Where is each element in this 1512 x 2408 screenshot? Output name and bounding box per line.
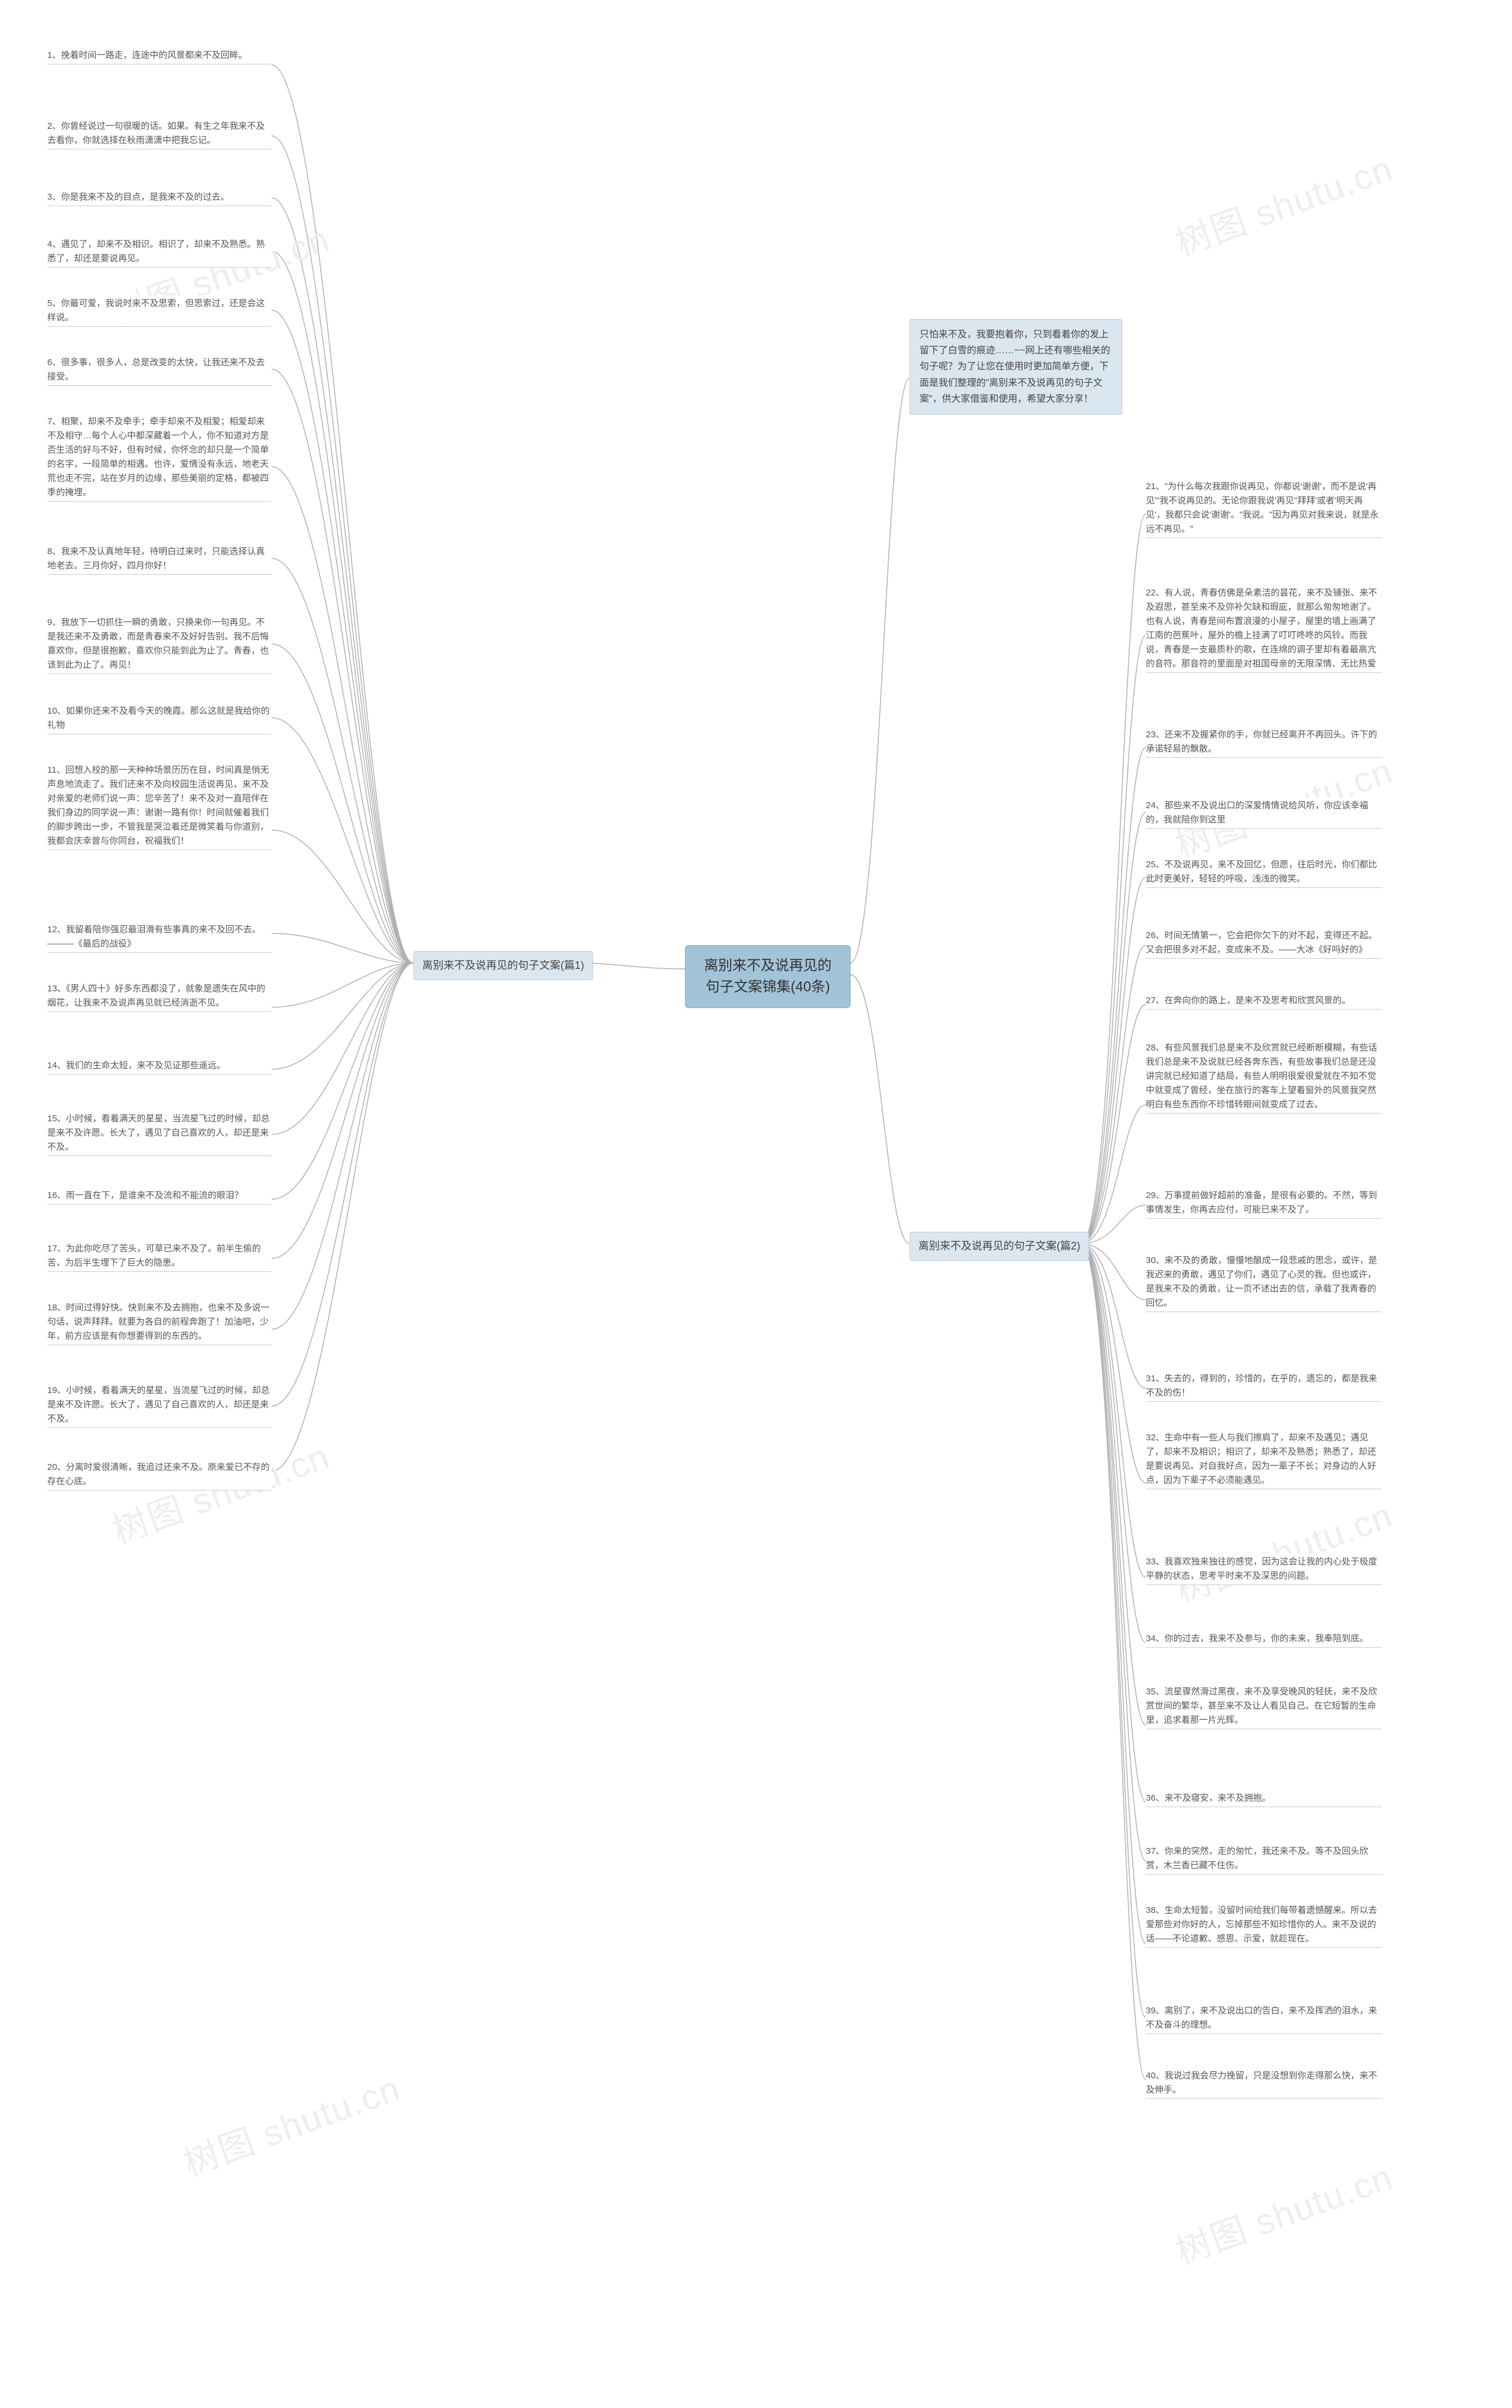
leaf-item: 26、时间无情第一，它会把你欠下的对不起，变得还不起。又会把很多对不起，变成来不…: [1146, 928, 1382, 959]
leaf-item: 4、遇见了，却来不及相识。相识了，却来不及熟悉。熟悉了，却还是要说再见。: [47, 236, 272, 268]
leaf-item: 18、时间过得好快。快到来不及去拥抱，也来不及多说一句话，说声拜拜。就要为各自的…: [47, 1300, 272, 1345]
leaf-item: 34、你的过去，我来不及参与，你的未来，我奉陪到底。: [1146, 1631, 1382, 1648]
leaf-item: 19、小时候，看着满天的星星，当流星飞过的时候，却总是来不及许愿。长大了，遇见了…: [47, 1382, 272, 1428]
leaf-item: 13、《男人四十》好多东西都没了，就象是遗失在风中的烟花，让我来不及说声再见就已…: [47, 981, 272, 1012]
leaf-item: 29、万事提前做好超前的准备，是很有必要的。不然，等到事情发生，你再去应付，可能…: [1146, 1187, 1382, 1219]
branch2-title: 离别来不及说再见的句子文案(篇2): [918, 1240, 1080, 1252]
leaf-item: 25、不及说再见，来不及回忆，但愿，往后时光，你们都比此时更美好，轻轻的呼吸，浅…: [1146, 857, 1382, 888]
watermark: 树图 shutu.cn: [1168, 1487, 1399, 1613]
leaf-item: 14、我们的生命太短，来不及见证那些遥远。: [47, 1057, 272, 1075]
leaf-item: 24、那些来不及说出口的深爱情情说给风听，你应该幸福的，我就陪你到这里: [1146, 798, 1382, 829]
leaf-item: 35、流星骤然滑过黑夜，来不及享受晚风的轻抚，来不及欣赏世间的繁华，甚至来不及让…: [1146, 1684, 1382, 1729]
leaf-item: 33、我喜欢独来独往的感觉，因为这会让我的内心处于极度平静的状态，思考平时来不及…: [1146, 1554, 1382, 1585]
leaf-item: 38、生命太短暂，没留时间给我们每带着遗憾醒来。所以去爱那些对你好的人，忘掉那些…: [1146, 1902, 1382, 1948]
leaf-item: 15、小时候，看着满天的星星，当流星飞过的时候，却总是来不及许愿。长大了，遇见了…: [47, 1111, 272, 1156]
leaf-item: 10、如果你还来不及看今天的晚霞。那么这就是我给你的礼物: [47, 703, 272, 734]
intro-text: 只怕来不及，我要抱着你，只到看着你的发上留下了白雪的痕迹……~~网上还有哪些相关…: [920, 330, 1110, 404]
watermark: 树图 shutu.cn: [1168, 2149, 1399, 2275]
leaf-item: 6、很多事，很多人，总是改变的太快，让我还来不及去接受。: [47, 354, 272, 386]
leaf-item: 2、你曾经说过一句很暖的话。如果。有生之年我来不及去看你，你就选择在秋雨潇潇中把…: [47, 118, 272, 149]
leaf-item: 40、我说过我会尽力挽留，只是没想到你走得那么快，来不及伸手。: [1146, 2068, 1382, 2099]
leaf-item: 1、挽着时间一路走，连途中的风景都来不及回眸。: [47, 47, 272, 64]
leaf-item: 32、生命中有一些人与我们擦肩了，却来不及遇见；遇见了，却来不及相识；相识了，却…: [1146, 1430, 1382, 1489]
leaf-item: 21、"为什么每次我跟你说再见，你都说'谢谢'，而不是说'再见'"我不说再见的。…: [1146, 479, 1382, 538]
watermark: 树图 shutu.cn: [175, 2060, 407, 2186]
leaf-item: 28、有些风景我们总是来不及欣赏就已经断断模糊，有些话我们总是来不及说就已经各奔…: [1146, 1040, 1382, 1114]
leaf-item: 36、来不及寝安，来不及拥抱。: [1146, 1790, 1382, 1807]
leaf-item: 5、你最可爱，我说时来不及思索，但思索过，还是会这样说。: [47, 295, 272, 327]
branch1-title: 离别来不及说再见的句子文案(篇1): [422, 959, 584, 971]
root-title: 离别来不及说再见的句子文案锦集(40条): [704, 958, 832, 995]
leaf-item: 30、来不及的勇敢，慢慢地酿成一段悲戚的思念，或许，是我迟来的勇敢，遇见了你们，…: [1146, 1252, 1382, 1312]
leaf-item: 3、你是我来不及的目点，是我来不及的过去。: [47, 189, 272, 206]
leaf-item: 31、失去的，得到的，珍惜的，在乎的，遗忘的，都是我来不及的伤！: [1146, 1371, 1382, 1402]
leaf-item: 37、你来的突然，走的匆忙，我还来不及。等不及回头欣赏，木兰香已藏不住伤。: [1146, 1843, 1382, 1875]
leaf-item: 23、还来不及握紧你的手，你就已经离开不再回头。许下的承诺轻易的飘散。: [1146, 727, 1382, 758]
watermark: 树图 shutu.cn: [1168, 140, 1399, 266]
leaf-item: 7、相聚，却来不及牵手；牵手却来不及相爱；相爱却来不及相守…每个人心中都深藏着一…: [47, 414, 272, 502]
leaf-item: 39、离别了，来不及说出口的告白，来不及挥洒的泪水，来不及奋斗的理想。: [1146, 2003, 1382, 2034]
branch1-node: 离别来不及说再见的句子文案(篇1): [413, 951, 593, 980]
leaf-item: 16、雨一直在下，是谁来不及流和不能流的眼泪？: [47, 1187, 272, 1205]
leaf-item: 9、我放下一切抓住一瞬的勇敢，只换来你一句再见。不是我还来不及勇敢，而是青春来不…: [47, 614, 272, 674]
leaf-item: 17、为此你吃尽了苦头，可草已来不及了。前半生偷的苦，为后半生埋下了巨大的隐患。: [47, 1241, 272, 1272]
leaf-item: 8、我来不及认真地年轻，待明白过来时，只能选择认真地老去。三月你好，四月你好！: [47, 544, 272, 575]
leaf-item: 22、有人说，青春仿佛是朵素洁的昙花，来不及铺张、来不及遐思，甚至来不及弥补欠缺…: [1146, 585, 1382, 673]
branch2-node: 离别来不及说再见的句子文案(篇2): [910, 1232, 1089, 1261]
leaf-item: 12、我留着陪你强忍最泪滑有些事真的来不及回不去。———《最后的战役》: [47, 922, 272, 953]
leaf-item: 20、分离时爱很清晰，我追过还来不及。原来爱已不存的存在心底。: [47, 1459, 272, 1491]
leaf-item: 11、回想入校的那一天种种场景历历在目，时间真是悄无声息地流走了。我们还来不及向…: [47, 762, 272, 850]
leaf-item: 27、在奔向你的路上，是来不及思考和欣赏风景的。: [1146, 993, 1382, 1010]
intro-node: 只怕来不及，我要抱着你，只到看着你的发上留下了白雪的痕迹……~~网上还有哪些相关…: [910, 319, 1122, 415]
watermark: 树图 shutu.cn: [105, 1428, 336, 1554]
root-node: 离别来不及说再见的句子文案锦集(40条): [685, 945, 850, 1008]
